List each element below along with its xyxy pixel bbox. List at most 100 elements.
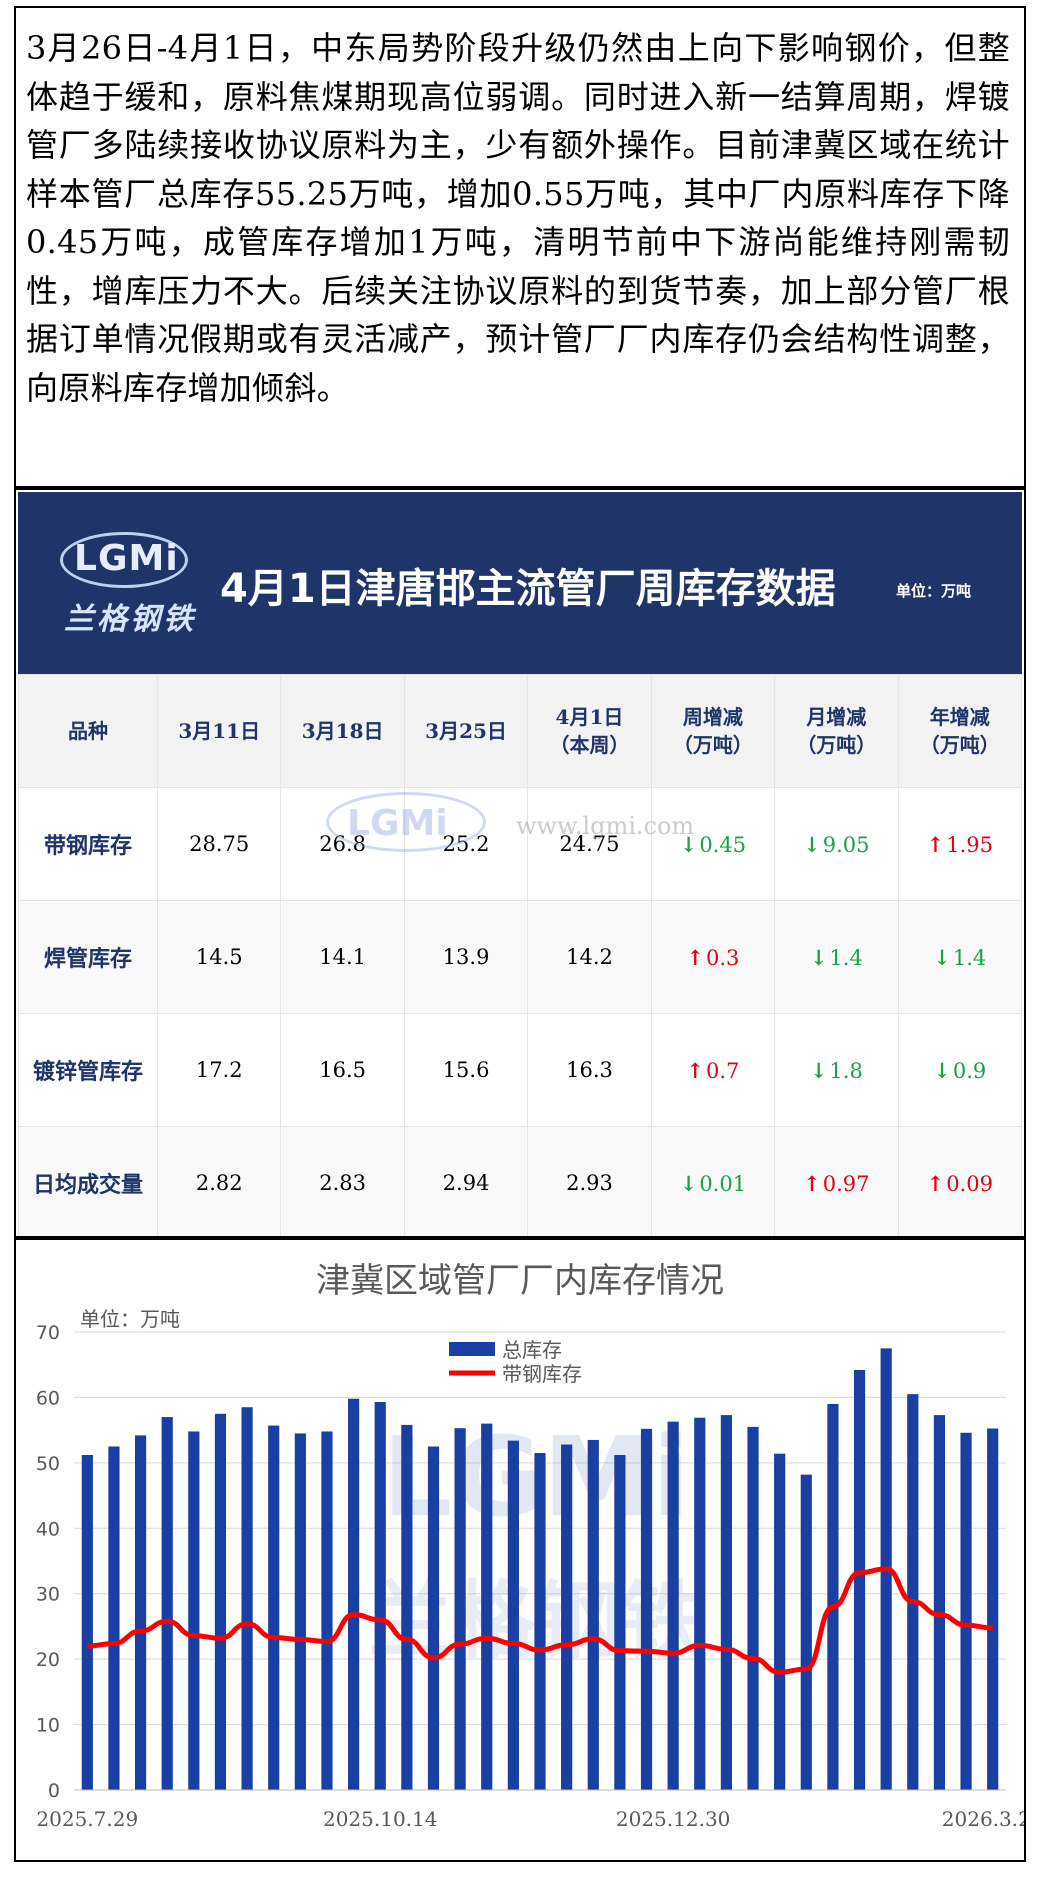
bar-total-inventory xyxy=(667,1421,679,1790)
y-tick-label: 60 xyxy=(36,1387,60,1409)
bar-total-inventory xyxy=(374,1402,386,1790)
table-cell: 25.2 xyxy=(403,787,529,901)
table-cell: 17.2 xyxy=(156,1013,282,1127)
column-header: 年增减 （万吨） xyxy=(897,674,1023,788)
x-tick-label: 2025.7.29 xyxy=(36,1807,138,1831)
bar-total-inventory xyxy=(321,1431,333,1790)
change-cell: ↓1.8 xyxy=(774,1013,899,1127)
column-header: 月增减 （万吨） xyxy=(774,674,899,788)
x-tick-label: 2026.3.25 xyxy=(942,1807,1024,1831)
table-row: 带钢库存 28.75 26.8 25.2 24.75 ↓0.45 ↓9.05 ↑1.95 xyxy=(18,787,1023,901)
down-arrow-icon: ↓ xyxy=(809,1057,828,1083)
table-cell: 15.6 xyxy=(403,1013,529,1127)
bar-total-inventory xyxy=(108,1446,120,1790)
bar-total-inventory xyxy=(774,1453,786,1790)
change-cell: ↓0.9 xyxy=(897,1013,1023,1127)
change-value: 0.45 xyxy=(699,832,747,857)
table-row: 镀锌管库存 17.2 16.5 15.6 16.3 ↑0.7 ↓1.8 ↓0.9 xyxy=(18,1013,1023,1127)
bar-total-inventory xyxy=(827,1403,839,1790)
table-body: 带钢库存 28.75 26.8 25.2 24.75 ↓0.45 ↓9.05 ↑1.95 焊管库… xyxy=(18,787,1023,1236)
table-row: 日均成交量 2.82 2.83 2.94 2.93 ↓0.01 ↑0.97 ↑0.09 xyxy=(18,1126,1023,1236)
table-cell: 28.75 xyxy=(156,787,282,901)
table-cell: 2.82 xyxy=(156,1126,282,1236)
down-arrow-icon: ↓ xyxy=(679,1170,698,1196)
column-header: 3月25日 xyxy=(403,674,529,788)
change-value: 0.97 xyxy=(822,1171,870,1196)
bar-total-inventory xyxy=(987,1428,999,1790)
change-cell: ↑0.3 xyxy=(650,900,776,1014)
column-header: 3月11日 xyxy=(156,674,282,788)
x-tick-label: 2025.10.14 xyxy=(323,1807,438,1831)
inventory-chart: 津冀区域管厂厂内库存情况单位：万吨010203040506070LGMi兰格钢铁… xyxy=(36,1261,1024,1831)
inventory-chart-panel: 津冀区域管厂厂内库存情况单位：万吨010203040506070LGMi兰格钢铁… xyxy=(14,1238,1026,1862)
table-cell: 16.3 xyxy=(527,1013,652,1127)
table-header-row: 品种 3月11日 3月18日 3月25日 4月1日 （本周） 周增减 （万吨） 月增减 （万吨）年… xyxy=(18,674,1023,788)
bar-total-inventory xyxy=(241,1407,253,1790)
bar-total-inventory xyxy=(960,1432,972,1790)
change-value: 0.7 xyxy=(706,1058,740,1083)
legend-label: 总库存 xyxy=(502,1338,562,1362)
table-cell: 14.2 xyxy=(527,900,652,1014)
up-arrow-icon: ↑ xyxy=(803,1170,821,1196)
table-cell: 16.5 xyxy=(280,1013,405,1127)
commentary-box: 3月26日-4月1日，中东局势阶段升级仍然由上向下影响钢价，但整体趋于缓和，原料… xyxy=(14,6,1026,488)
table-cell: 14.5 xyxy=(156,900,282,1014)
logo-text: LGMi xyxy=(74,538,179,579)
logo-cn-text: 兰格钢铁 xyxy=(64,602,196,637)
change-cell: ↑0.09 xyxy=(897,1126,1023,1236)
table-cell: 14.1 xyxy=(280,900,405,1014)
table-cell: 2.94 xyxy=(403,1126,529,1236)
table-cell: 24.75 xyxy=(527,787,652,901)
row-label: 镀锌管库存 xyxy=(18,1013,158,1127)
bar-total-inventory xyxy=(640,1428,653,1790)
y-tick-label: 30 xyxy=(36,1584,60,1606)
up-arrow-icon: ↑ xyxy=(686,1057,704,1083)
bar-total-inventory xyxy=(694,1417,706,1790)
line-strip-inventory xyxy=(87,1566,993,1675)
chart-title: 津冀区域管厂厂内库存情况 xyxy=(316,1261,724,1301)
y-tick-label: 20 xyxy=(36,1649,60,1671)
bar-total-inventory xyxy=(427,1446,440,1790)
bar-total-inventory xyxy=(268,1425,280,1790)
down-arrow-icon: ↓ xyxy=(933,1057,951,1083)
bar-total-inventory xyxy=(481,1423,493,1790)
change-value: 0.09 xyxy=(946,1171,993,1196)
row-label: 日均成交量 xyxy=(18,1126,158,1236)
table-row: 焊管库存 14.5 14.1 13.9 14.2 ↑0.3 ↓1.4 ↓1.4 xyxy=(18,900,1023,1014)
up-arrow-icon: ↑ xyxy=(926,1170,945,1196)
table-cell: 13.9 xyxy=(403,900,529,1014)
bar-total-inventory xyxy=(454,1428,466,1790)
change-value: 1.4 xyxy=(952,945,987,970)
unit-label: 单位：万吨 xyxy=(80,1307,180,1331)
bar-total-inventory xyxy=(348,1398,360,1790)
bar-total-inventory xyxy=(134,1435,147,1790)
logo-oval xyxy=(60,532,188,588)
up-arrow-icon: ↑ xyxy=(686,944,704,970)
banner-title: 4月1日津唐邯主流管厂周库存数据 xyxy=(220,566,836,612)
y-tick-label: 50 xyxy=(36,1453,60,1475)
x-tick-label: 2025.12.30 xyxy=(616,1807,731,1831)
bar-total-inventory xyxy=(188,1431,200,1790)
bar-total-inventory xyxy=(747,1426,759,1790)
y-tick-label: 70 xyxy=(36,1322,60,1344)
bar-total-inventory xyxy=(907,1394,919,1790)
y-tick-label: 40 xyxy=(36,1518,60,1540)
column-header: 3月18日 xyxy=(280,674,405,788)
commentary-text: 3月26日-4月1日，中东局势阶段升级仍然由上向下影响钢价，但整体趋于缓和，原料… xyxy=(26,29,1010,407)
down-arrow-icon: ↓ xyxy=(679,831,698,857)
bar-total-inventory xyxy=(534,1453,546,1790)
column-header: 品种 xyxy=(18,674,158,788)
change-cell: ↑1.95 xyxy=(897,787,1023,901)
bar-total-inventory xyxy=(933,1415,946,1790)
change-value: 1.8 xyxy=(829,1058,863,1083)
bar-total-inventory xyxy=(81,1455,93,1790)
table-banner: LGMi 兰格钢铁 4月1日津唐邯主流管厂周库存数据 单位：万吨 xyxy=(18,492,1022,674)
bar-total-inventory xyxy=(294,1433,306,1790)
change-cell: ↓0.45 xyxy=(650,787,776,901)
inventory-table-panel: LGMi 兰格钢铁 4月1日津唐邯主流管厂周库存数据 单位：万吨 品种 3月11日… xyxy=(14,488,1026,1238)
down-arrow-icon: ↓ xyxy=(803,831,821,857)
bar-total-inventory xyxy=(401,1424,413,1790)
down-arrow-icon: ↓ xyxy=(809,944,828,970)
inventory-table: 品种 3月11日 3月18日 3月25日 4月1日 （本周） 周增减 （万吨） 月增减 （万吨）年… xyxy=(18,674,1023,1236)
bar-total-inventory xyxy=(507,1440,519,1790)
